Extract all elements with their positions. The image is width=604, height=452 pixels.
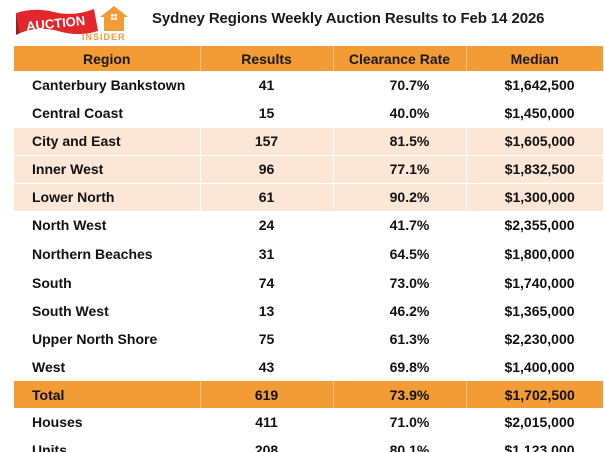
logo-text-insider: INSIDER <box>82 32 126 42</box>
region-cell: Central Coast <box>32 104 124 121</box>
region-cell: South <box>32 274 72 291</box>
table-row: South 74 73.0% $1,740,000 <box>14 268 603 297</box>
results-cell: 43 <box>258 359 275 375</box>
region-cell: West <box>32 359 66 375</box>
logo-graphic: AUCTION INSIDER <box>16 6 128 42</box>
clearance-rate-cell: 81.5% <box>332 126 466 155</box>
results-cell: 208 <box>254 442 279 452</box>
median-cell: $1,740,000 <box>504 274 575 291</box>
auction-insider-logo: AUCTION INSIDER <box>14 3 132 43</box>
total-median: $1,702,500 <box>465 381 603 408</box>
table-header-row: Region Results Clearance Rate Median <box>14 46 603 71</box>
region-cell: North West <box>32 217 107 233</box>
column-header-region: Region <box>14 46 200 71</box>
clearance-rate-cell: 46.2% <box>389 303 430 319</box>
median-cell: $1,400,000 <box>504 359 575 375</box>
results-cell: 13 <box>258 303 275 319</box>
median-cell: $1,642,500 <box>504 77 575 93</box>
results-cell: 96 <box>199 154 333 183</box>
results-cell: 61 <box>199 182 333 211</box>
total-label: Total <box>14 381 200 408</box>
region-cell: South West <box>32 303 109 319</box>
region-cell: Houses <box>32 414 83 430</box>
region-cell: Canterbury Bankstown <box>32 77 186 93</box>
clearance-rate-cell: 61.3% <box>389 331 430 347</box>
median-cell: $2,230,000 <box>504 331 575 347</box>
clearance-rate-cell: 73.0% <box>389 274 430 291</box>
clearance-rate-cell: 77.1% <box>332 154 466 183</box>
clearance-rate-cell: 71.0% <box>389 414 430 430</box>
column-header-median: Median <box>465 46 603 71</box>
table-row-highlighted: Inner West 96 77.1% $1,832,500 <box>14 154 603 183</box>
table-row-units: Units 208 80.1% $1,123,000 <box>14 436 603 452</box>
results-cell: 41 <box>258 77 275 93</box>
results-cell: 74 <box>258 274 275 291</box>
results-cell: 157 <box>199 126 333 155</box>
table-row: Central Coast 15 40.0% $1,450,000 <box>14 99 603 127</box>
results-cell: 15 <box>258 104 275 121</box>
clearance-rate-cell: 41.7% <box>389 217 430 233</box>
page-title: Sydney Regions Weekly Auction Results to… <box>152 10 545 27</box>
table-row-highlighted: City and East 157 81.5% $1,605,000 <box>14 126 603 155</box>
table-row: West 43 69.8% $1,400,000 <box>14 353 603 381</box>
table-row: Canterbury Bankstown 41 70.7% $1,642,500 <box>14 71 603 99</box>
median-cell: $1,605,000 <box>465 126 603 155</box>
clearance-rate-cell: 70.7% <box>389 77 430 93</box>
column-header-clearance-rate: Clearance Rate <box>332 46 466 71</box>
table-row-highlighted: Lower North 61 90.2% $1,300,000 <box>14 182 603 211</box>
clearance-rate-cell: 80.1% <box>389 442 430 452</box>
total-clearance-rate: 73.9% <box>332 381 466 408</box>
table-row: Upper North Shore 75 61.3% $2,230,000 <box>14 325 603 353</box>
auction-results-table: Region Results Clearance Rate Median Can… <box>14 46 603 452</box>
clearance-rate-cell: 64.5% <box>389 245 430 262</box>
column-header-results: Results <box>199 46 333 71</box>
median-cell: $2,355,000 <box>504 217 575 233</box>
clearance-rate-cell: 69.8% <box>389 359 430 375</box>
table-row-houses: Houses 411 71.0% $2,015,000 <box>14 408 603 436</box>
region-cell: Northern Beaches <box>32 245 153 262</box>
table-row: South West 13 46.2% $1,365,000 <box>14 297 603 325</box>
clearance-rate-cell: 40.0% <box>389 104 430 121</box>
total-results: 619 <box>199 381 333 408</box>
median-cell: $1,300,000 <box>465 182 603 211</box>
logo-text-auction: AUCTION <box>25 13 85 34</box>
median-cell: $1,832,500 <box>465 154 603 183</box>
region-cell: Units <box>32 442 67 452</box>
table-row: Northern Beaches 31 64.5% $1,800,000 <box>14 239 603 268</box>
house-icon <box>100 6 128 31</box>
region-cell: Inner West <box>14 154 200 183</box>
median-cell: $1,450,000 <box>504 104 575 121</box>
median-cell: $1,800,000 <box>504 245 575 262</box>
clearance-rate-cell: 90.2% <box>332 182 466 211</box>
results-cell: 75 <box>258 331 275 347</box>
region-cell: Upper North Shore <box>32 331 158 347</box>
median-cell: $2,015,000 <box>504 414 575 430</box>
median-cell: $1,365,000 <box>504 303 575 319</box>
table-row-total: Total 619 73.9% $1,702,500 <box>14 381 603 408</box>
region-cell: Lower North <box>14 182 200 211</box>
results-cell: 31 <box>258 245 275 262</box>
median-cell: $1,123,000 <box>504 442 575 452</box>
results-cell: 411 <box>255 414 278 430</box>
table-row: North West 24 41.7% $2,355,000 <box>14 211 603 239</box>
results-cell: 24 <box>258 217 275 233</box>
region-cell: City and East <box>14 126 200 155</box>
